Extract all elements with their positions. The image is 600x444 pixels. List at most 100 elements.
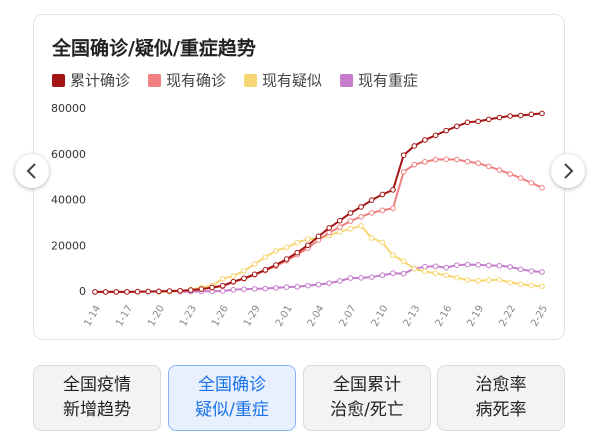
point (209, 284, 215, 291)
point (464, 119, 471, 126)
point (145, 288, 152, 295)
chart-title: 全国确诊/疑似/重症趋势 (51, 37, 256, 60)
x-tick-label: 1-20 (146, 304, 167, 329)
point (358, 204, 364, 210)
point (443, 156, 450, 163)
point (528, 268, 535, 274)
series-line (95, 158, 543, 293)
point (507, 279, 513, 286)
point (113, 289, 120, 295)
point (539, 269, 545, 275)
point (294, 283, 301, 290)
point (464, 261, 471, 268)
point (517, 281, 524, 287)
point (187, 287, 194, 293)
point (528, 111, 535, 118)
point (475, 160, 481, 167)
y-tick-label: 0 (79, 285, 86, 298)
point (273, 248, 279, 254)
point (283, 244, 290, 251)
legend-swatch (244, 74, 258, 87)
point (326, 225, 332, 231)
point (400, 258, 407, 265)
point (390, 187, 396, 193)
tab-button[interactable]: 全国累计 治愈/死亡 (303, 365, 431, 431)
point (241, 268, 247, 274)
point (368, 197, 375, 203)
point (475, 277, 481, 284)
point (390, 270, 396, 277)
point (496, 276, 503, 283)
legend-swatch (52, 74, 65, 87)
point (262, 285, 269, 292)
point (336, 278, 343, 284)
point (539, 184, 545, 191)
prev-button[interactable] (15, 154, 49, 188)
point (347, 275, 354, 281)
prev-icon (26, 163, 36, 179)
legend-swatch (148, 74, 162, 87)
point (305, 242, 311, 249)
point (379, 207, 386, 214)
legend-label: 现有确诊 (166, 72, 226, 90)
point (305, 282, 311, 289)
legend-label: 累计确诊 (70, 72, 130, 90)
tab-button[interactable]: 治愈率 病死率 (437, 365, 565, 431)
point (336, 217, 343, 224)
point (134, 288, 141, 295)
point (507, 264, 513, 270)
point (422, 159, 428, 165)
point (251, 261, 258, 267)
next-button[interactable] (551, 154, 585, 188)
point (422, 137, 428, 143)
point (390, 205, 396, 212)
point (102, 289, 109, 295)
point (262, 267, 269, 273)
tab-button[interactable]: 全国确诊 疑似/重症 (168, 365, 296, 431)
point (485, 262, 492, 269)
point (411, 266, 418, 272)
x-tick-label: 2-10 (370, 304, 391, 329)
tab-label: 全国累计 (333, 375, 401, 395)
x-tick-label: 2-13 (402, 304, 423, 329)
point (230, 286, 237, 293)
point (379, 272, 386, 279)
tab-label: 疑似/重症 (195, 400, 269, 420)
point (496, 167, 503, 173)
point (358, 275, 364, 281)
point (198, 286, 205, 292)
tab-label: 病死率 (475, 400, 527, 420)
point (517, 112, 524, 119)
x-tick-label: 2-19 (465, 304, 486, 329)
point (177, 287, 183, 294)
point (347, 225, 354, 232)
point (443, 264, 450, 271)
point (528, 180, 535, 186)
point (230, 278, 237, 285)
point (326, 229, 332, 236)
point (251, 271, 258, 278)
x-tick-label: 2-22 (497, 304, 518, 329)
point (347, 210, 354, 216)
tab-button[interactable]: 全国疫情 新增趋势 (33, 365, 161, 431)
point (241, 275, 247, 282)
point (92, 289, 98, 295)
point (411, 143, 418, 149)
point (368, 235, 375, 241)
point (124, 289, 130, 295)
point (273, 285, 279, 291)
y-tick-label: 40000 (51, 194, 86, 207)
point (432, 132, 439, 139)
point (443, 127, 450, 134)
point (422, 263, 428, 270)
point (454, 274, 460, 281)
point (315, 281, 322, 288)
x-tick-label: 1-17 (114, 304, 135, 329)
point (305, 236, 311, 242)
tab-label: 新增趋势 (63, 400, 131, 420)
point (454, 123, 460, 130)
point (336, 228, 343, 235)
x-tick-label: 2-16 (434, 304, 455, 329)
